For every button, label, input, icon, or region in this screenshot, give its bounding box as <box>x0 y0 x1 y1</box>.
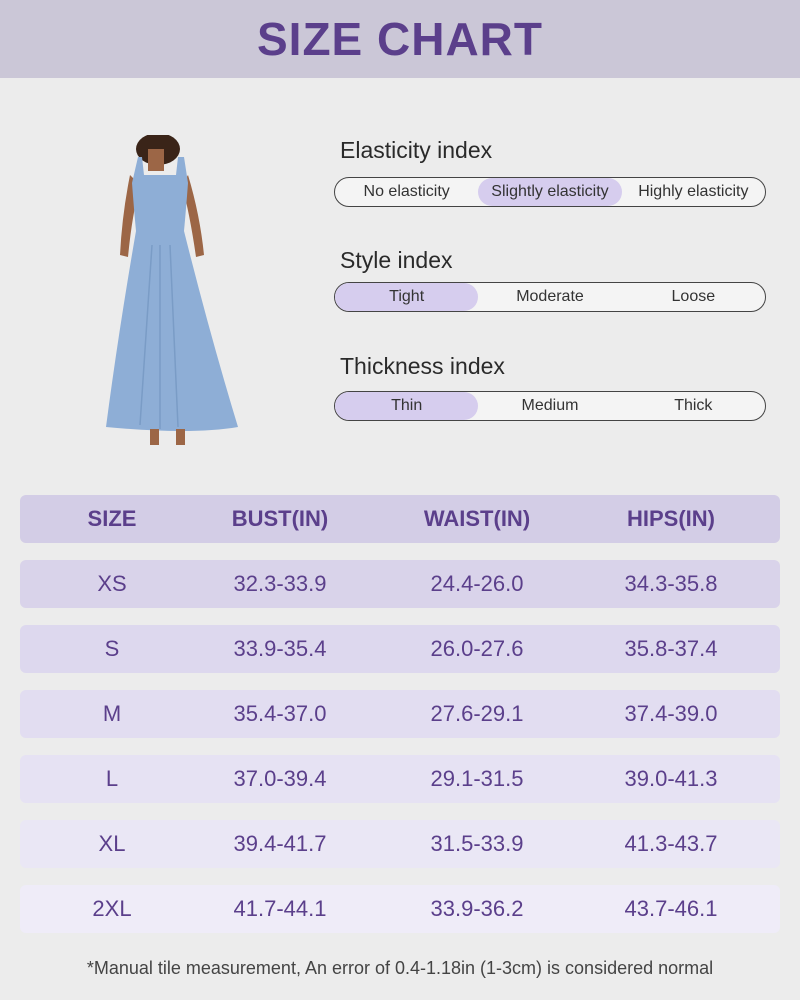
table-cell: 34.3-35.8 <box>624 571 718 596</box>
footnote: *Manual tile measurement, An error of 0.… <box>86 958 714 978</box>
index-option: Tight <box>335 283 479 311</box>
index-option: Thin <box>335 392 479 420</box>
table-cell: 35.4-37.0 <box>233 701 327 726</box>
index-option: No elasticity <box>363 183 450 200</box>
table-cell: 35.8-37.4 <box>624 636 718 661</box>
table-cell: 29.1-31.5 <box>430 766 524 791</box>
table-row: S 33.9-35.4 26.0-27.6 35.8-37.4 <box>20 625 780 673</box>
table-row: 2XL 41.7-44.1 33.9-36.2 43.7-46.1 <box>20 885 780 933</box>
index-label: Thickness index <box>340 353 505 379</box>
table-cell: 24.4-26.0 <box>430 571 524 596</box>
table-cell: XL <box>98 831 126 856</box>
header-row: SIZE BUST(IN) WAIST(IN) HIPS(IN) <box>20 495 780 543</box>
column-header: SIZE <box>87 506 137 531</box>
title: SIZE CHART <box>257 13 543 65</box>
index-label: Elasticity index <box>340 137 493 163</box>
index-option: Thick <box>674 397 713 414</box>
table-cell: 41.7-44.1 <box>233 896 327 921</box>
index-scale: Thin Medium Thick <box>334 391 766 421</box>
table-cell: 26.0-27.6 <box>430 636 524 661</box>
table-cell: 2XL <box>92 896 132 921</box>
index-scale: No elasticity Slightly elasticity Highly e… <box>334 177 766 207</box>
table-cell: 39.4-41.7 <box>233 831 327 856</box>
table-row: XS 32.3-33.9 24.4-26.0 34.3-35.8 <box>20 560 780 608</box>
header: SIZE CHART <box>0 0 800 78</box>
table-cell: 43.7-46.1 <box>624 896 718 921</box>
table-cell: XS <box>97 571 127 596</box>
index-option: Loose <box>671 288 716 305</box>
table-cell: S <box>104 636 120 661</box>
table-cell: 39.0-41.3 <box>624 766 718 791</box>
column-header: WAIST(IN) <box>423 506 531 531</box>
column-header: HIPS(IN) <box>627 506 715 531</box>
index-scale: Tight Moderate Loose <box>334 282 766 312</box>
table-cell: M <box>102 701 122 726</box>
table-cell: 31.5-33.9 <box>430 831 524 856</box>
table-cell: 32.3-33.9 <box>233 571 327 596</box>
table-cell: 33.9-35.4 <box>233 636 327 661</box>
table-cell: 37.0-39.4 <box>233 766 327 791</box>
table-cell: 41.3-43.7 <box>624 831 718 856</box>
dress-image <box>106 135 238 445</box>
table-cell: L <box>105 766 119 791</box>
table-cell: 27.6-29.1 <box>430 701 524 726</box>
table-row: XL 39.4-41.7 31.5-33.9 41.3-43.7 <box>20 820 780 868</box>
index-option: Slightly elasticity <box>478 178 622 206</box>
index-option: Moderate <box>516 288 584 305</box>
column-header: BUST(IN) <box>231 506 329 531</box>
table-row: M 35.4-37.0 27.6-29.1 37.4-39.0 <box>20 690 780 738</box>
index-option: Medium <box>521 397 579 414</box>
table-cell: 37.4-39.0 <box>624 701 718 726</box>
table-row: L 37.0-39.4 29.1-31.5 39.0-41.3 <box>20 755 780 803</box>
index-label: Style index <box>340 247 453 273</box>
index-option: Highly elasticity <box>638 183 749 200</box>
table-cell: 33.9-36.2 <box>430 896 524 921</box>
